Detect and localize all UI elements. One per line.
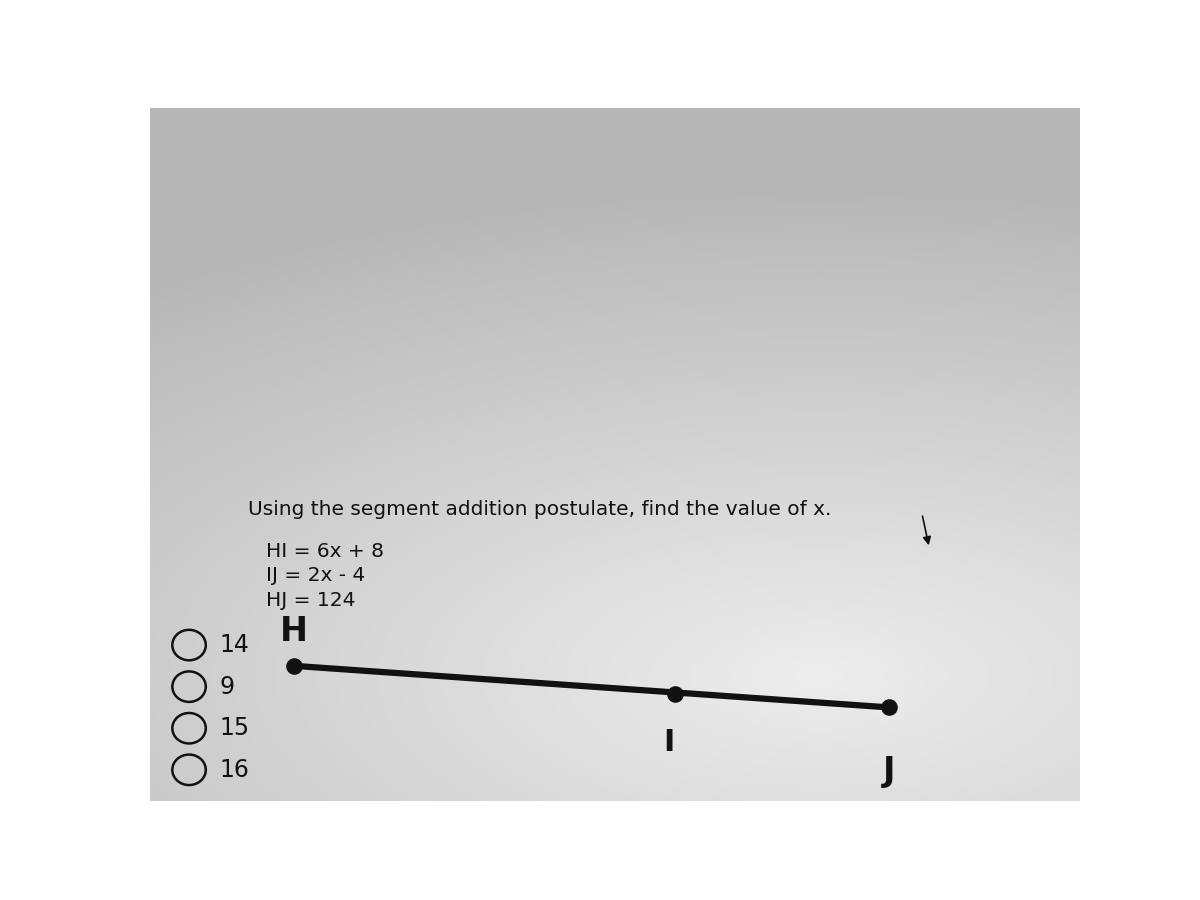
Text: HI = 6x + 8: HI = 6x + 8 (266, 542, 384, 561)
Text: IJ = 2x - 4: IJ = 2x - 4 (266, 566, 366, 585)
Point (880, 700, 899, 715)
Text: Using the segment addition postulate, find the value of x.: Using the segment addition postulate, fi… (247, 500, 832, 519)
Point (284, 659, 304, 673)
Text: 14: 14 (220, 633, 250, 657)
Text: 9: 9 (220, 675, 235, 698)
Text: 16: 16 (220, 758, 250, 782)
Point (666, 687, 685, 701)
Text: H: H (280, 615, 308, 648)
Text: J: J (883, 755, 895, 788)
Text: I: I (664, 727, 674, 757)
Text: 15: 15 (220, 716, 250, 740)
Text: HJ = 124: HJ = 124 (266, 590, 355, 609)
